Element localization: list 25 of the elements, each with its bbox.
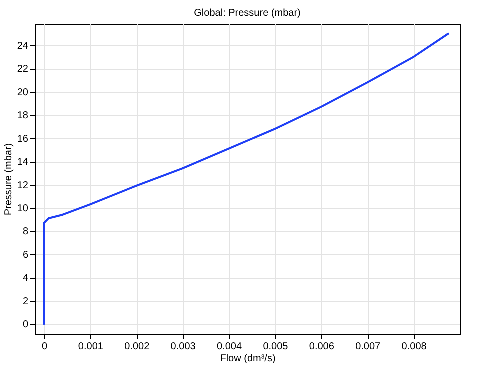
y-tick-label: 20 [17, 87, 29, 98]
x-tick-label: 0.008 [402, 342, 428, 352]
x-tick-label: 0.007 [356, 342, 382, 352]
y-tick-label: 4 [22, 273, 29, 284]
x-tick-label: 0.006 [309, 342, 335, 352]
y-tick-label: 16 [17, 134, 29, 145]
chart-title: Global: Pressure (mbar) [194, 8, 301, 19]
x-tick-label: 0.002 [124, 342, 150, 352]
y-tick-label: 18 [17, 110, 29, 122]
x-tick-label: 0.004 [217, 342, 242, 352]
y-tick-label: 24 [17, 40, 29, 52]
y-tick-label: 2 [22, 296, 29, 308]
y-tick-label: 12 [17, 180, 29, 192]
y-tick-label: 6 [22, 250, 29, 261]
x-tick-label: 0.001 [78, 342, 104, 352]
x-tick-label: 0 [42, 342, 48, 352]
x-tick-label: 0.005 [263, 342, 289, 352]
y-tick-label: 0 [22, 320, 29, 331]
line-series [43, 32, 450, 326]
y-tick-label: 14 [17, 157, 29, 168]
y-tick-label: 22 [17, 64, 29, 76]
x-tick-label: 0.003 [170, 342, 196, 352]
y-axis-title: Pressure (mbar) [3, 143, 14, 216]
y-tick-label: 8 [22, 226, 29, 238]
y-tick-label: 10 [17, 204, 29, 215]
